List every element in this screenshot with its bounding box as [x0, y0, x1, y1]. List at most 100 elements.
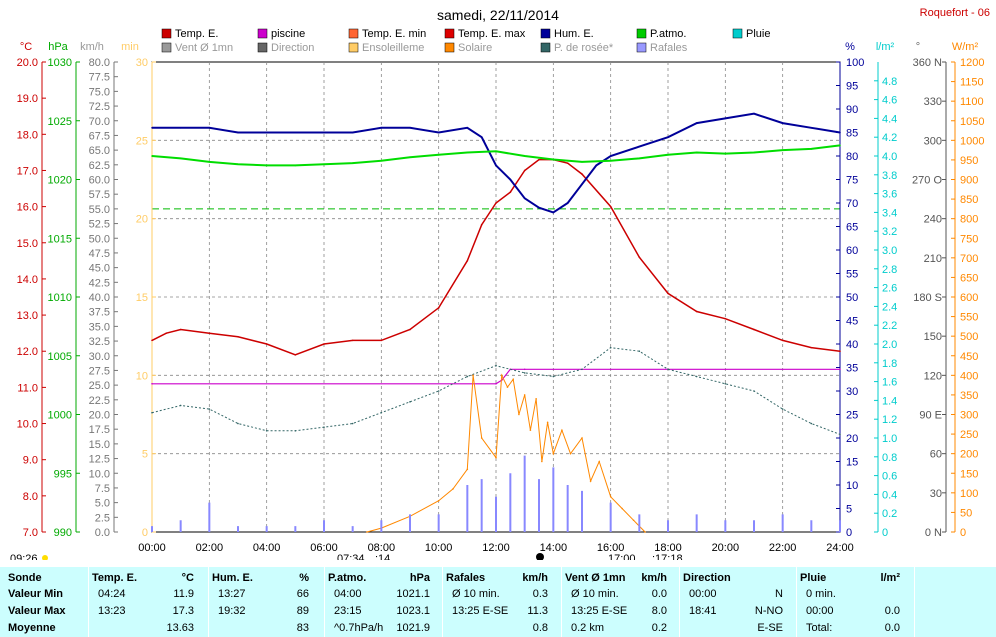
data-point	[437, 499, 440, 502]
legend-label: P. de rosée*	[554, 42, 614, 54]
data-point	[546, 421, 549, 424]
legend-label: Temp. E. max	[458, 28, 526, 40]
data-point	[538, 158, 540, 161]
legend-label: P.atmo.	[650, 28, 687, 40]
axis-tick-label: 300	[924, 135, 942, 147]
column-separator	[561, 567, 562, 637]
data-point	[437, 390, 440, 392]
axis-tick-label: 55	[846, 269, 858, 281]
data-point	[695, 122, 698, 124]
axis-tick-label: 100	[960, 488, 978, 500]
axis-tick-label: 100	[846, 57, 864, 69]
data-point	[466, 260, 469, 262]
gust-bar	[480, 479, 483, 532]
axis-tick-label: 0.8	[882, 452, 897, 464]
data-point	[472, 374, 474, 377]
data-point	[480, 437, 483, 439]
data-point	[437, 307, 440, 309]
data-point	[294, 354, 297, 356]
axis-unit-label: °	[916, 41, 920, 53]
legend-label: Temp. E.	[175, 28, 218, 40]
data-point	[495, 202, 497, 204]
legend-swatch	[348, 28, 359, 39]
axis-tick-label: 15	[846, 457, 858, 469]
axis-tick-label: 120	[924, 370, 942, 382]
data-point	[151, 339, 153, 342]
summary-cell-time: 04:24	[98, 588, 126, 600]
axis-tick-label: 150	[960, 468, 978, 480]
data-point	[753, 151, 755, 154]
axis-tick-label: 3.6	[882, 189, 897, 201]
axis-tick-label: 2.5	[95, 512, 110, 524]
axis-tick-label: 60	[846, 245, 858, 257]
axis-tick-label: 75	[846, 175, 858, 187]
axis-tick-label: 75.0	[89, 86, 110, 98]
series-line-hum-e	[152, 112, 841, 214]
axis-tick-label: 250	[960, 429, 978, 441]
data-point	[409, 401, 411, 403]
axis-unit-label: W/m²	[952, 41, 979, 53]
summary-cell-time: 23:15	[334, 605, 362, 617]
axis-tick-label: 800	[960, 214, 978, 226]
axis-tick-label: 500	[960, 331, 978, 343]
axis-tick-label: 3.2	[882, 226, 897, 238]
sun-icon	[42, 555, 48, 560]
axis-tick-label: 300	[960, 410, 978, 422]
gust-bar	[753, 520, 755, 532]
data-point	[566, 162, 569, 165]
data-point	[581, 173, 583, 175]
data-point	[638, 256, 641, 259]
summary-header: P.atmo.	[328, 572, 367, 584]
summary-header: Temp. E.	[92, 572, 138, 584]
legend-label: Ensoleilleme	[362, 42, 424, 54]
summary-cell-time: 04:00	[334, 588, 362, 600]
summary-header-unit: hPa	[409, 572, 430, 584]
data-point	[237, 131, 239, 134]
data-point	[753, 112, 755, 115]
data-point	[839, 144, 841, 147]
data-point	[265, 131, 268, 134]
data-point	[609, 495, 612, 498]
data-point	[466, 151, 469, 154]
gust-bar	[208, 502, 211, 532]
data-point	[781, 408, 784, 410]
legend-swatch	[540, 28, 551, 39]
axis-tick-label: 210	[924, 253, 942, 265]
axis-tick-label: 200	[960, 449, 978, 461]
axis-tick-label: 47.5	[89, 248, 110, 260]
axis-units: °C hPa km/h min% l/m² ° W/m²	[20, 41, 979, 53]
data-point	[753, 328, 755, 331]
axis-tick-label: 0.6	[882, 471, 897, 483]
data-point	[380, 127, 383, 129]
legend-label: Temp. E. min	[362, 28, 426, 40]
data-point	[523, 169, 526, 172]
summary-cell-value: N	[775, 588, 783, 600]
data-point	[667, 292, 669, 295]
data-point	[208, 408, 211, 410]
gust-bar	[538, 479, 540, 532]
gust-bar	[638, 514, 641, 532]
data-point	[810, 422, 813, 425]
summary-cell-time: 0.2 km	[571, 622, 605, 634]
gust-bar	[552, 467, 555, 532]
data-point	[509, 191, 512, 193]
data-point	[179, 127, 182, 129]
data-point	[466, 375, 469, 378]
data-point	[644, 531, 646, 533]
axis-tick-label: 3.4	[882, 207, 897, 219]
x-tick-label: 12:00	[482, 542, 510, 554]
data-point	[724, 117, 727, 120]
x-tick-label: 00:00	[138, 542, 166, 554]
series-line-temp-e	[151, 158, 841, 356]
data-point	[294, 429, 297, 432]
data-point	[480, 223, 483, 226]
data-point	[380, 411, 383, 414]
data-point	[695, 375, 698, 378]
data-point	[753, 390, 755, 392]
axis-tick-label: 18.0	[17, 129, 38, 141]
gust-bar	[294, 526, 297, 532]
axis-tick-label: 20	[846, 433, 858, 445]
axis-tick-label: 15.0	[17, 238, 38, 250]
data-point	[581, 437, 583, 439]
axis-tick-label: 700	[960, 253, 978, 265]
